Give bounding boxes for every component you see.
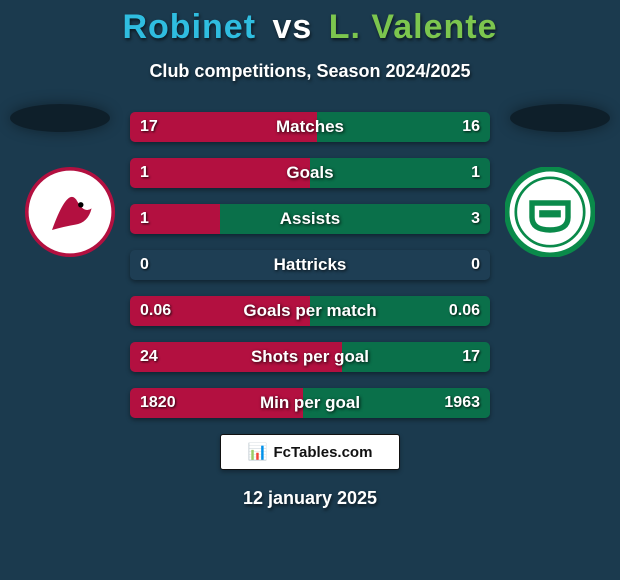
stage: 1716Matches11Goals13Assists00Hattricks0.…	[0, 112, 620, 418]
player1-name: Robinet	[122, 8, 256, 46]
fill-left	[130, 158, 310, 188]
fill-left	[130, 112, 317, 142]
stat-row: 13Assists	[130, 204, 490, 234]
fill-right	[220, 204, 490, 234]
fill-left	[130, 342, 342, 372]
stat-value-right: 3	[471, 204, 480, 234]
stat-row: 0.060.06Goals per match	[130, 296, 490, 326]
stat-value-left: 1	[140, 204, 149, 234]
stat-row: 2417Shots per goal	[130, 342, 490, 372]
stat-rows: 1716Matches11Goals13Assists00Hattricks0.…	[130, 112, 490, 418]
stat-value-left: 17	[140, 112, 158, 142]
stat-row: 18201963Min per goal	[130, 388, 490, 418]
comparison-card: Robinet vs L. Valente Club competitions,…	[0, 0, 620, 580]
brand-text: FcTables.com	[274, 444, 373, 461]
shadow-left	[10, 104, 110, 132]
title: Robinet vs L. Valente	[0, 8, 620, 47]
stat-value-right: 0	[471, 250, 480, 280]
stat-value-left: 24	[140, 342, 158, 372]
stat-label: Hattricks	[130, 250, 490, 280]
shadow-right	[510, 104, 610, 132]
chart-icon: 📊	[248, 442, 268, 462]
stat-row: 0 0Hattricks	[130, 250, 490, 280]
footer-date: 12 january 2025	[0, 488, 620, 509]
stat-row: 11Goals	[130, 158, 490, 188]
stat-value-right: 1963	[444, 388, 480, 418]
almere-city-logo	[25, 167, 115, 257]
subtitle: Club competitions, Season 2024/2025	[0, 61, 620, 82]
stat-row: 1716Matches	[130, 112, 490, 142]
brand-box[interactable]: 📊 FcTables.com	[220, 434, 400, 470]
stat-value-left: 0	[140, 250, 149, 280]
stat-value-right: 16	[462, 112, 480, 142]
vs-label: vs	[272, 8, 312, 46]
stat-value-left: 1	[140, 158, 149, 188]
stat-value-right: 1	[471, 158, 480, 188]
player2-name: L. Valente	[329, 8, 498, 46]
stat-value-left: 0.06	[140, 296, 171, 326]
stat-value-left: 1820	[140, 388, 176, 418]
fill-right	[310, 158, 490, 188]
stat-value-right: 0.06	[449, 296, 480, 326]
fc-groningen-logo	[505, 167, 595, 257]
stat-value-right: 17	[462, 342, 480, 372]
